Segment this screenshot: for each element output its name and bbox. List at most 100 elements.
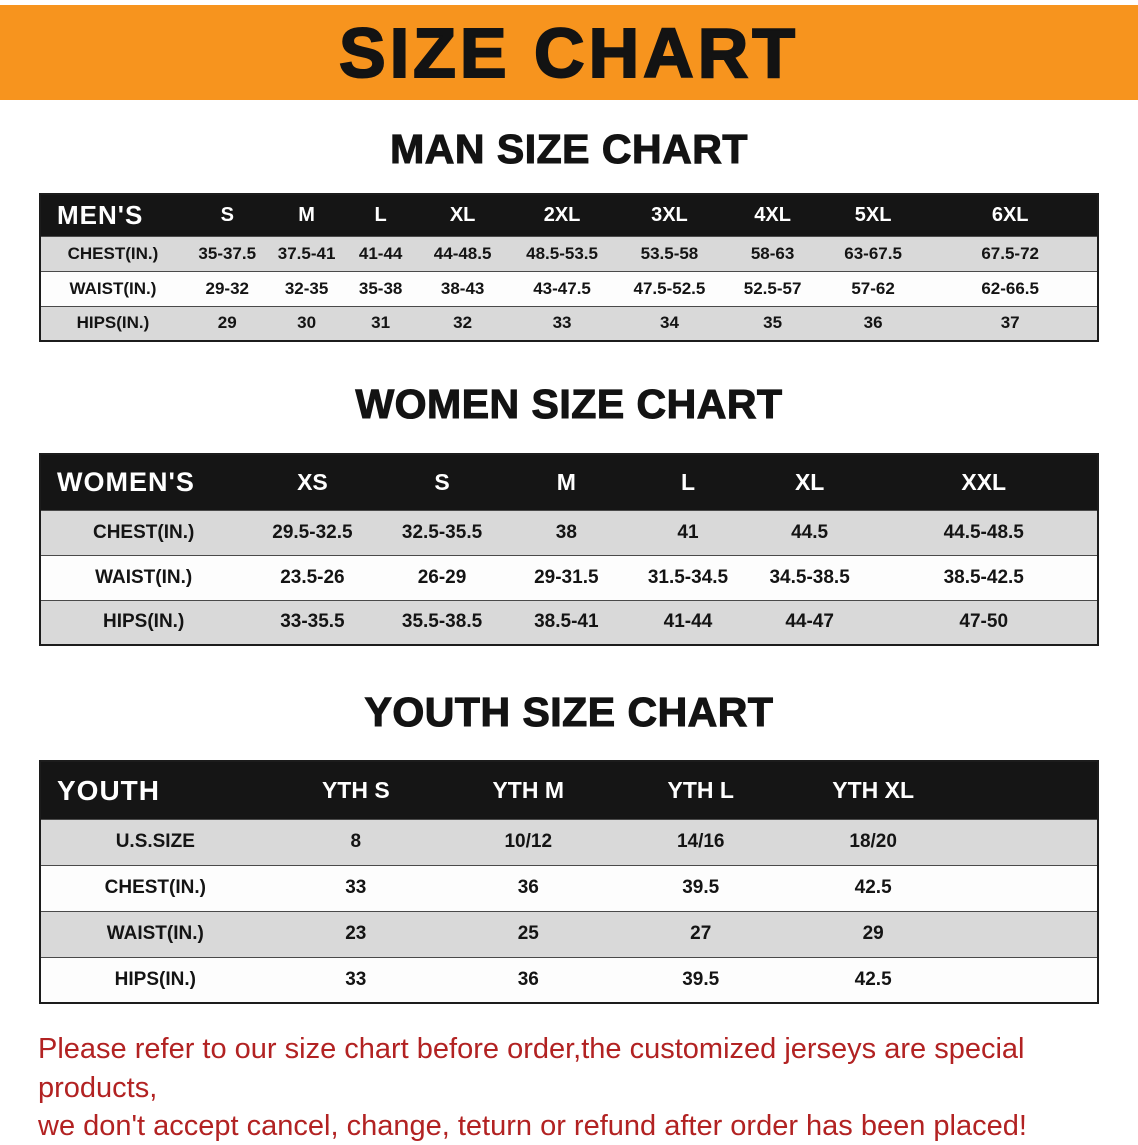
value-cell: 32 bbox=[453, 313, 473, 333]
value-cell: 41-44 bbox=[663, 611, 713, 633]
size-chart-page: SIZE CHART MAN SIZE CHART MEN'S S M L XL 2XL 3X… bbox=[0, 5, 1138, 1142]
women-size-header: XS bbox=[297, 468, 328, 495]
youth-size-header: YTH XL bbox=[832, 777, 915, 804]
value-cell: 53.5-58 bbox=[640, 243, 699, 263]
value-cell: 44-47 bbox=[785, 611, 834, 633]
row-label: CHEST(IN.) bbox=[67, 243, 159, 263]
value-cell: 41 bbox=[677, 521, 699, 543]
disclaimer-line-2: we don't accept cancel, change, teturn o… bbox=[38, 1109, 1027, 1142]
row-label: WAIST(IN.) bbox=[95, 566, 193, 588]
value-cell: 31.5-34.5 bbox=[647, 566, 729, 588]
value-cell: 48.5-53.5 bbox=[526, 243, 598, 263]
row-label: U.S.SIZE bbox=[115, 831, 195, 853]
youth-section-heading: YOUTH SIZE CHART bbox=[364, 689, 774, 736]
value-cell: 35-37.5 bbox=[198, 243, 257, 263]
value-cell: 33-35.5 bbox=[280, 611, 345, 633]
value-cell: 39.5 bbox=[682, 969, 720, 991]
men-section-heading: MAN SIZE CHART bbox=[390, 126, 748, 172]
youth-row-hips-in: HIPS(IN.) 33 36 39.5 42.5 bbox=[40, 957, 1098, 1004]
value-cell: 63-67.5 bbox=[844, 243, 902, 263]
value-cell: 38 bbox=[555, 521, 577, 543]
banner: SIZE CHART bbox=[0, 5, 1138, 100]
value-cell: 37.5-41 bbox=[277, 243, 336, 263]
disclaimer-line-1: Please refer to our size chart before or… bbox=[38, 1033, 1025, 1104]
filler-cell bbox=[959, 865, 1098, 911]
men-size-header: L bbox=[374, 203, 387, 226]
men-size-header: 4XL bbox=[754, 203, 791, 226]
men-row-hips-in: HIPS(IN.) 29 30 31 32 33 34 35 36 37 bbox=[40, 306, 1098, 342]
row-label: HIPS(IN.) bbox=[103, 611, 185, 633]
men-size-header: M bbox=[298, 203, 315, 226]
men-size-header: 5XL bbox=[854, 203, 892, 226]
value-cell: 34.5-38.5 bbox=[769, 566, 850, 588]
value-cell: 32.5-35.5 bbox=[401, 521, 483, 543]
row-label: CHEST(IN.) bbox=[104, 877, 206, 899]
section-women: WOMEN SIZE CHART WOMEN'S XS S M L XL XXL CHEST(I… bbox=[0, 381, 1138, 647]
men-size-header: S bbox=[220, 203, 234, 226]
value-cell: 31 bbox=[371, 313, 391, 333]
youth-header-row: YOUTH YTH S YTH M YTH L YTH XL bbox=[40, 761, 1098, 820]
women-row-hips-in: HIPS(IN.) 33-35.5 35.5-38.5 38.5-41 41-44 44-… bbox=[40, 600, 1098, 646]
value-cell: 42.5 bbox=[854, 877, 892, 899]
men-size-header: 6XL bbox=[991, 203, 1029, 226]
women-size-header: L bbox=[680, 468, 696, 495]
women-section-heading: WOMEN SIZE CHART bbox=[355, 381, 783, 428]
value-cell: 33 bbox=[345, 877, 367, 899]
value-cell: 58-63 bbox=[750, 243, 795, 263]
sections-container: MAN SIZE CHART MEN'S S M L XL 2XL 3XL 4XL 5XL 6XL C… bbox=[0, 126, 1138, 1005]
value-cell: 52.5-57 bbox=[743, 278, 802, 298]
youth-row-u-s-size: U.S.SIZE 8 10/12 14/16 18/20 bbox=[40, 819, 1098, 866]
men-header-row: MEN'S S M L XL 2XL 3XL 4XL 5XL 6XL bbox=[40, 194, 1098, 237]
row-label: HIPS(IN.) bbox=[114, 969, 196, 991]
disclaimer: Please refer to our size chart before or… bbox=[38, 1030, 1100, 1145]
value-cell: 38-43 bbox=[440, 278, 485, 298]
row-label: HIPS(IN.) bbox=[76, 313, 150, 333]
value-cell: 36 bbox=[863, 313, 883, 333]
men-size-header: 2XL bbox=[543, 203, 581, 226]
value-cell: 29.5-32.5 bbox=[272, 521, 353, 543]
value-cell: 18/20 bbox=[849, 831, 897, 853]
men-row-waist-in: WAIST(IN.) 29-32 32-35 35-38 38-43 43-47.5 47.… bbox=[40, 271, 1098, 307]
section-youth: YOUTH SIZE CHART YOUTH YTH S YTH M YTH L YTH … bbox=[0, 689, 1138, 1005]
women-row-chest-in: CHEST(IN.) 29.5-32.5 32.5-35.5 38 41 44.5 44.5… bbox=[40, 510, 1098, 556]
value-cell: 10/12 bbox=[504, 831, 553, 853]
value-cell: 23 bbox=[345, 923, 367, 945]
women-size-header: XL bbox=[794, 468, 825, 495]
value-cell: 44-48.5 bbox=[433, 243, 492, 263]
value-cell: 41-44 bbox=[358, 243, 403, 263]
women-size-header: M bbox=[556, 468, 576, 495]
value-cell: 36 bbox=[517, 877, 539, 899]
value-cell: 47-50 bbox=[959, 611, 1009, 633]
men-table-title: MEN'S bbox=[57, 199, 144, 230]
value-cell: 30 bbox=[297, 313, 317, 333]
filler-cell bbox=[959, 761, 1098, 819]
value-cell: 29-31.5 bbox=[534, 566, 599, 588]
youth-size-header: YTH L bbox=[667, 777, 734, 804]
row-label: WAIST(IN.) bbox=[106, 923, 204, 945]
value-cell: 33 bbox=[345, 969, 367, 991]
women-table-title: WOMEN'S bbox=[57, 466, 195, 497]
value-cell: 33 bbox=[552, 313, 572, 333]
value-cell: 43-47.5 bbox=[533, 278, 591, 298]
value-cell: 34 bbox=[659, 313, 679, 333]
value-cell: 37 bbox=[1000, 313, 1020, 333]
value-cell: 36 bbox=[517, 969, 539, 991]
women-size-table: WOMEN'S XS S M L XL XXL CHEST(IN.) 29.5-32.5 32.5… bbox=[39, 453, 1099, 647]
women-size-header: S bbox=[434, 468, 450, 495]
value-cell: 35.5-38.5 bbox=[401, 611, 483, 633]
row-label: WAIST(IN.) bbox=[69, 278, 157, 298]
row-label: CHEST(IN.) bbox=[92, 521, 195, 543]
page-title: SIZE CHART bbox=[338, 13, 799, 92]
value-cell: 62-66.5 bbox=[981, 278, 1039, 298]
men-size-header: XL bbox=[449, 203, 476, 226]
value-cell: 25 bbox=[517, 923, 539, 945]
women-size-header: XXL bbox=[961, 468, 1007, 495]
value-cell: 35-38 bbox=[358, 278, 403, 298]
value-cell: 44.5-48.5 bbox=[943, 521, 1024, 543]
value-cell: 39.5 bbox=[682, 877, 720, 899]
value-cell: 29 bbox=[862, 923, 884, 945]
value-cell: 57-62 bbox=[851, 278, 895, 298]
filler-cell bbox=[959, 911, 1098, 957]
value-cell: 29 bbox=[217, 313, 237, 333]
filler-cell bbox=[959, 819, 1098, 865]
